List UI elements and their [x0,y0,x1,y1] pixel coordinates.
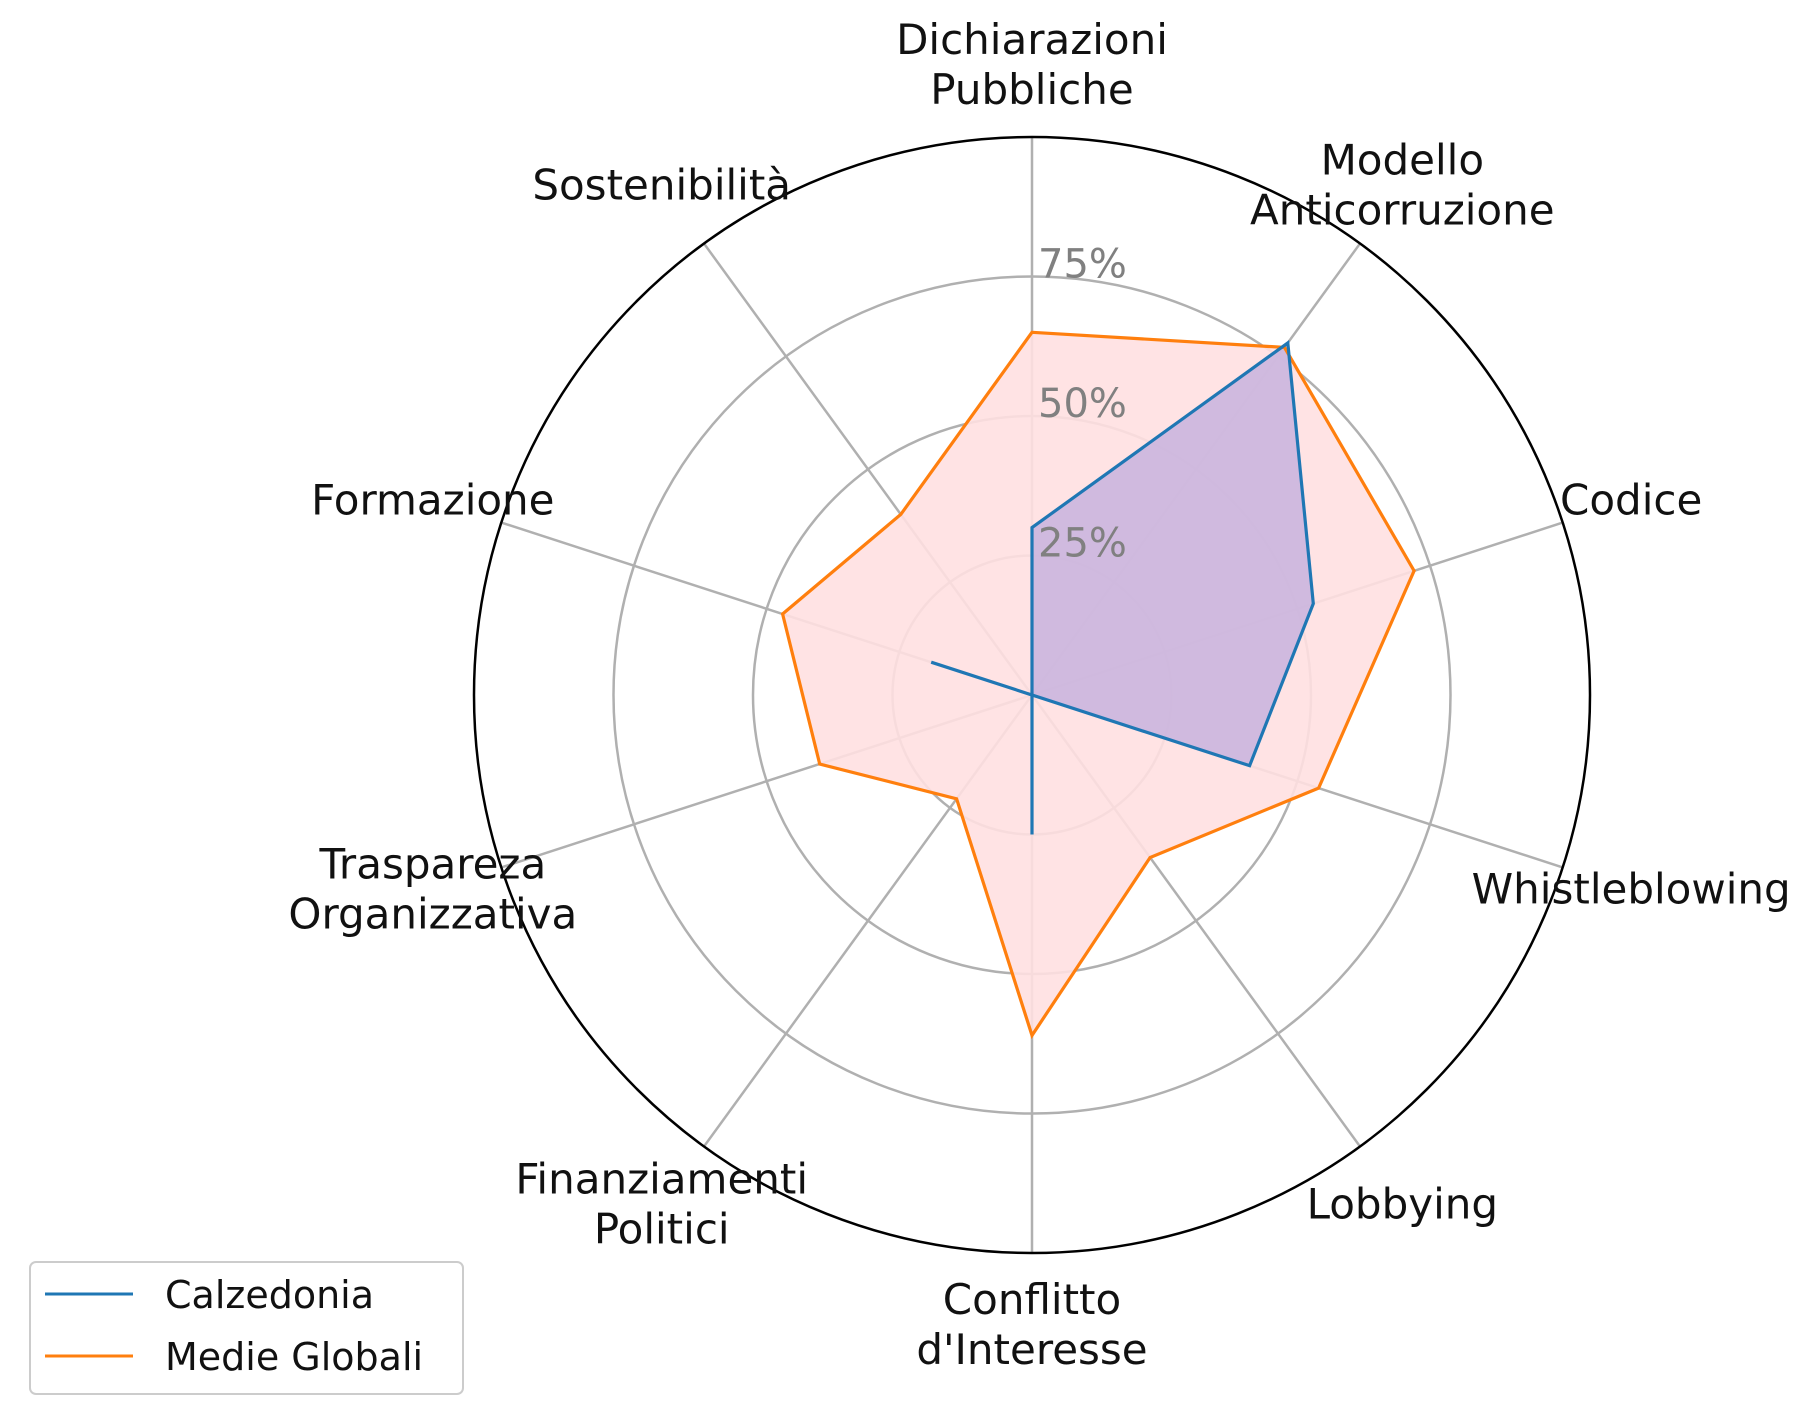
axis-label-finanziamenti-politici: Finanziamenti Politici [515,1155,808,1254]
series-layer [472,135,1592,1255]
legend-label-medie-globali: Medie Globali [165,1335,423,1379]
series-line-medie-globali [780,330,1416,1040]
series-line-calzedonia [930,339,1315,835]
tick-label-50: 50% [1038,381,1127,427]
axis-label-whistleblowing: Whistleblowing [1472,865,1791,914]
axis-label-codice: Codice [1560,475,1702,524]
series-fills [782,332,1415,1036]
legend-frame [29,1261,464,1395]
series-fill-calzedonia [931,342,1314,835]
tick-label-25: 25% [1038,521,1127,567]
axis-label-modello-anticorruzione: Modello Anticorruzione [1250,135,1555,234]
tick-label-75: 75% [1038,242,1127,288]
axis-label-traspareza-organizzativa: Traspareza Organizzativa [288,840,577,939]
legend-label-calzedonia: Calzedonia [165,1273,374,1317]
axis-labels: Dichiarazioni Pubbliche Modello Anticorruzi… [288,15,1790,1374]
axis-label-sostenibilita: Sostenibilità [532,160,791,209]
axis-label-lobbying: Lobbying [1307,1180,1498,1229]
series-lines [780,330,1416,1040]
axis-label-formazione: Formazione [311,475,554,524]
axis-label-conflitto-d-interesse: Conflitto d'Interesse [916,1275,1147,1374]
legend: Calzedonia Medie Globali [29,1261,464,1395]
radial-tick-labels: 25% 50% 75% [1038,242,1127,567]
outer-frame [472,135,1592,1255]
axis-label-dichiarazioni-pubbliche: Dichiarazioni Pubbliche [896,15,1168,114]
